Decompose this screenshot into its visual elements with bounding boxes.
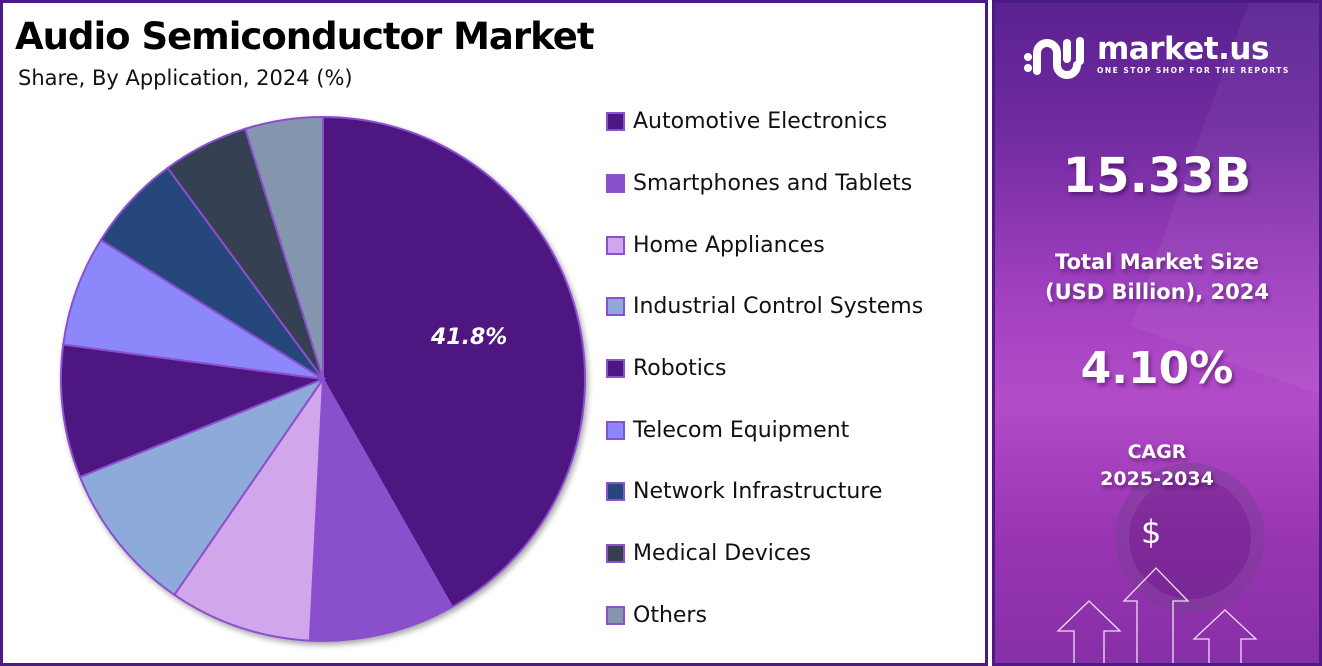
pie-svg: [60, 115, 586, 642]
legend-item-automotive-electronics: Automotive Electronics: [606, 91, 923, 153]
pie-slice-telecom-equipment: [62, 238, 324, 380]
dollar-icon: $: [1141, 513, 1162, 551]
cagr-label-line1: CAGR: [1127, 441, 1187, 463]
pie-slice-industrial-control-systems: [78, 376, 326, 597]
chart-title: Audio Semiconductor Market: [15, 15, 595, 58]
cagr-label-line2: 2025-2034: [1100, 468, 1214, 490]
legend-swatch-icon: [606, 174, 625, 194]
brand-name: market.us: [1097, 31, 1269, 67]
legend-label: Medical Devices: [633, 541, 811, 567]
legend-swatch-icon: [606, 112, 625, 132]
legend-item-industrial-control-systems: Industrial Control Systems: [606, 276, 923, 338]
legend-swatch-icon: [606, 235, 625, 255]
slice-label-automotive: 41.8%: [431, 325, 508, 350]
pie-slice-automotive-electronics: [322, 115, 586, 609]
chart-panel: Audio Semiconductor Market Share, By App…: [0, 0, 988, 666]
legend-swatch-icon: [606, 482, 625, 502]
pie-slice-home-appliances: [172, 375, 325, 642]
pie-chart: [53, 108, 593, 648]
legend-label: Smartphones and Tablets: [633, 171, 913, 197]
legend-swatch-icon: [606, 420, 625, 440]
brand-tagline: ONE STOP SHOP FOR THE REPORTS: [1097, 66, 1290, 75]
cagr-value: 4.10%: [1080, 343, 1234, 394]
legend-label: Industrial Control Systems: [633, 294, 924, 320]
brand-logo: market.us ONE STOP SHOP FOR THE REPORTS: [1023, 27, 1290, 81]
legend-label: Robotics: [633, 356, 727, 382]
pie-slice-others: [243, 115, 324, 380]
legend-item-home-appliances: Home Appliances: [606, 214, 923, 276]
market-us-logo-icon: [1023, 27, 1087, 81]
growth-arrows-icon: [1056, 567, 1258, 663]
market-size-value: 15.33B: [1062, 148, 1252, 204]
chart-legend: Automotive Electronics Smartphones and T…: [606, 91, 923, 646]
legend-swatch-icon: [606, 605, 625, 625]
pie-slice-smartphones-and-tablets: [308, 375, 454, 642]
legend-item-telecom-equipment: Telecom Equipment: [606, 399, 923, 461]
legend-item-smartphones-and-tablets: Smartphones and Tablets: [606, 153, 923, 215]
chart-subtitle: Share, By Application, 2024 (%): [18, 66, 353, 90]
legend-label: Telecom Equipment: [633, 417, 850, 443]
cagr-label: CAGR 2025-2034: [995, 439, 1319, 493]
legend-item-robotics: Robotics: [606, 338, 923, 400]
legend-item-others: Others: [606, 585, 923, 647]
legend-label: Automotive Electronics: [633, 109, 888, 135]
summary-sidebar: market.us ONE STOP SHOP FOR THE REPORTS …: [992, 0, 1322, 666]
legend-swatch-icon: [606, 544, 625, 564]
market-size-label: Total Market Size (USD Billion), 2024: [995, 247, 1319, 307]
legend-label: Others: [633, 602, 707, 628]
legend-label: Network Infrastructure: [633, 479, 883, 505]
legend-swatch-icon: [606, 297, 625, 317]
legend-swatch-icon: [606, 359, 625, 379]
legend-label: Home Appliances: [633, 232, 825, 258]
market-size-label-line2: (USD Billion), 2024: [1044, 280, 1270, 304]
legend-item-medical-devices: Medical Devices: [606, 523, 923, 585]
market-size-label-line1: Total Market Size: [1055, 250, 1259, 274]
legend-item-network-infrastructure: Network Infrastructure: [606, 461, 923, 523]
pie-slice-robotics: [60, 343, 327, 479]
